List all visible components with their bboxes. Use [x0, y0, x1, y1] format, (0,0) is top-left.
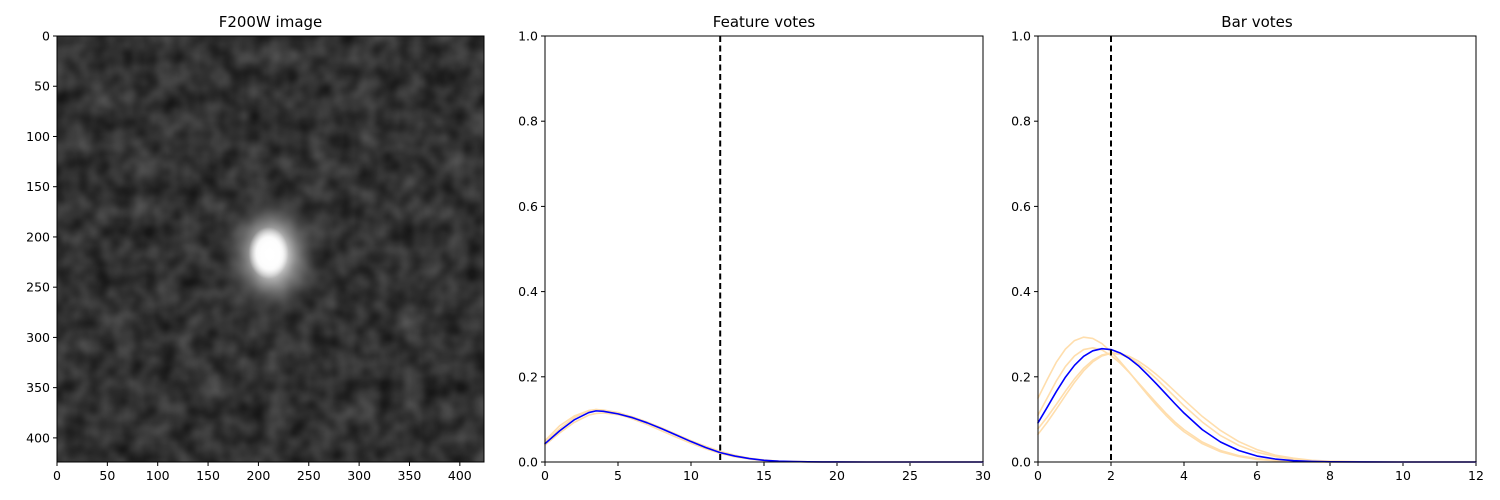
x-tick-label: 50	[99, 468, 115, 483]
bar-votes-axis-ticks: 0 2 4 6 8 10 12 0.0 0.2 0.4 0.6 0.8 1.0	[1011, 29, 1484, 484]
y-tick-label: 1.0	[518, 29, 538, 44]
x-tick-label: 15	[756, 468, 772, 483]
y-tick-label: 200	[26, 229, 50, 244]
x-tick-label: 150	[196, 468, 220, 483]
x-tick-label: 0	[53, 468, 61, 483]
y-tick-label: 0.2	[518, 369, 538, 384]
y-tick-label: 50	[34, 79, 50, 94]
y-tick-label: 0.6	[518, 199, 538, 214]
galaxy-image	[57, 36, 484, 462]
mean-vote-curve	[1037, 347, 1477, 463]
bar-votes-lines	[1037, 336, 1477, 463]
feature-votes-lines	[544, 408, 984, 463]
bar-votes-title: Bar votes	[1221, 13, 1293, 31]
mean-vote-curve	[544, 410, 984, 463]
x-tick-label: 12	[1468, 468, 1484, 483]
sample-vote-curve	[1037, 352, 1477, 463]
image-title: F200W image	[219, 13, 323, 31]
x-tick-label: 10	[683, 468, 699, 483]
y-tick-label: 300	[26, 330, 50, 345]
x-tick-label: 300	[347, 468, 371, 483]
y-tick-label: 350	[26, 380, 50, 395]
y-tick-label: 0.4	[518, 284, 538, 299]
y-tick-label: 0.6	[1011, 199, 1031, 214]
y-tick-label: 0.4	[1011, 284, 1031, 299]
y-tick-label: 1.0	[1011, 29, 1031, 44]
image-axis-ticks: 0 50 100 150 200 250 300 350 400 0 50 100 150 200 250 3…	[26, 29, 472, 484]
panel-image: 0 50 100 150 200 250 300 350 400 0 50 100 150 200 250 3…	[26, 13, 485, 484]
x-tick-label: 400	[448, 468, 472, 483]
x-tick-label: 5	[614, 468, 622, 483]
panel-feature-votes: 0 5 10 15 20 25 30 0.0 0.2 0.4 0.6 0.8 1.0 Feature v…	[518, 13, 991, 483]
y-tick-label: 250	[26, 280, 50, 295]
x-tick-label: 350	[398, 468, 422, 483]
sample-vote-curve	[544, 408, 984, 463]
x-tick-label: 8	[1326, 468, 1334, 483]
y-tick-label: 0.2	[1011, 369, 1031, 384]
y-tick-label: 0	[42, 29, 50, 44]
feature-votes-title: Feature votes	[713, 13, 816, 31]
x-tick-label: 10	[1395, 468, 1411, 483]
galaxy-core	[248, 227, 289, 280]
y-tick-label: 400	[26, 430, 50, 445]
x-tick-label: 200	[246, 468, 270, 483]
sample-vote-curve	[544, 408, 984, 463]
y-tick-label: 0.0	[1011, 455, 1031, 470]
x-tick-label: 6	[1253, 468, 1261, 483]
y-tick-label: 150	[26, 179, 50, 194]
y-tick-label: 0.8	[518, 114, 538, 129]
x-tick-label: 2	[1107, 468, 1115, 483]
x-tick-label: 0	[541, 468, 549, 483]
x-tick-label: 100	[146, 468, 170, 483]
x-tick-label: 25	[902, 468, 918, 483]
y-tick-label: 0.0	[518, 455, 538, 470]
y-tick-label: 100	[26, 129, 50, 144]
sample-vote-curve	[544, 412, 984, 463]
sample-vote-curve	[1037, 352, 1477, 463]
bar-votes-frame	[1037, 35, 1477, 463]
panel-bar-votes: 0 2 4 6 8 10 12 0.0 0.2 0.4 0.6 0.8 1.0 Bar votes	[1011, 13, 1484, 483]
x-tick-label: 30	[975, 468, 991, 483]
x-tick-label: 0	[1034, 468, 1042, 483]
x-tick-label: 250	[297, 468, 321, 483]
feature-votes-frame	[544, 35, 984, 463]
x-tick-label: 4	[1180, 468, 1188, 483]
y-tick-label: 0.8	[1011, 114, 1031, 129]
sample-vote-curve	[1037, 347, 1477, 463]
x-tick-label: 20	[829, 468, 845, 483]
feature-votes-axis-ticks: 0 5 10 15 20 25 30 0.0 0.2 0.4 0.6 0.8 1.0	[518, 29, 991, 484]
image-frame	[56, 35, 485, 463]
